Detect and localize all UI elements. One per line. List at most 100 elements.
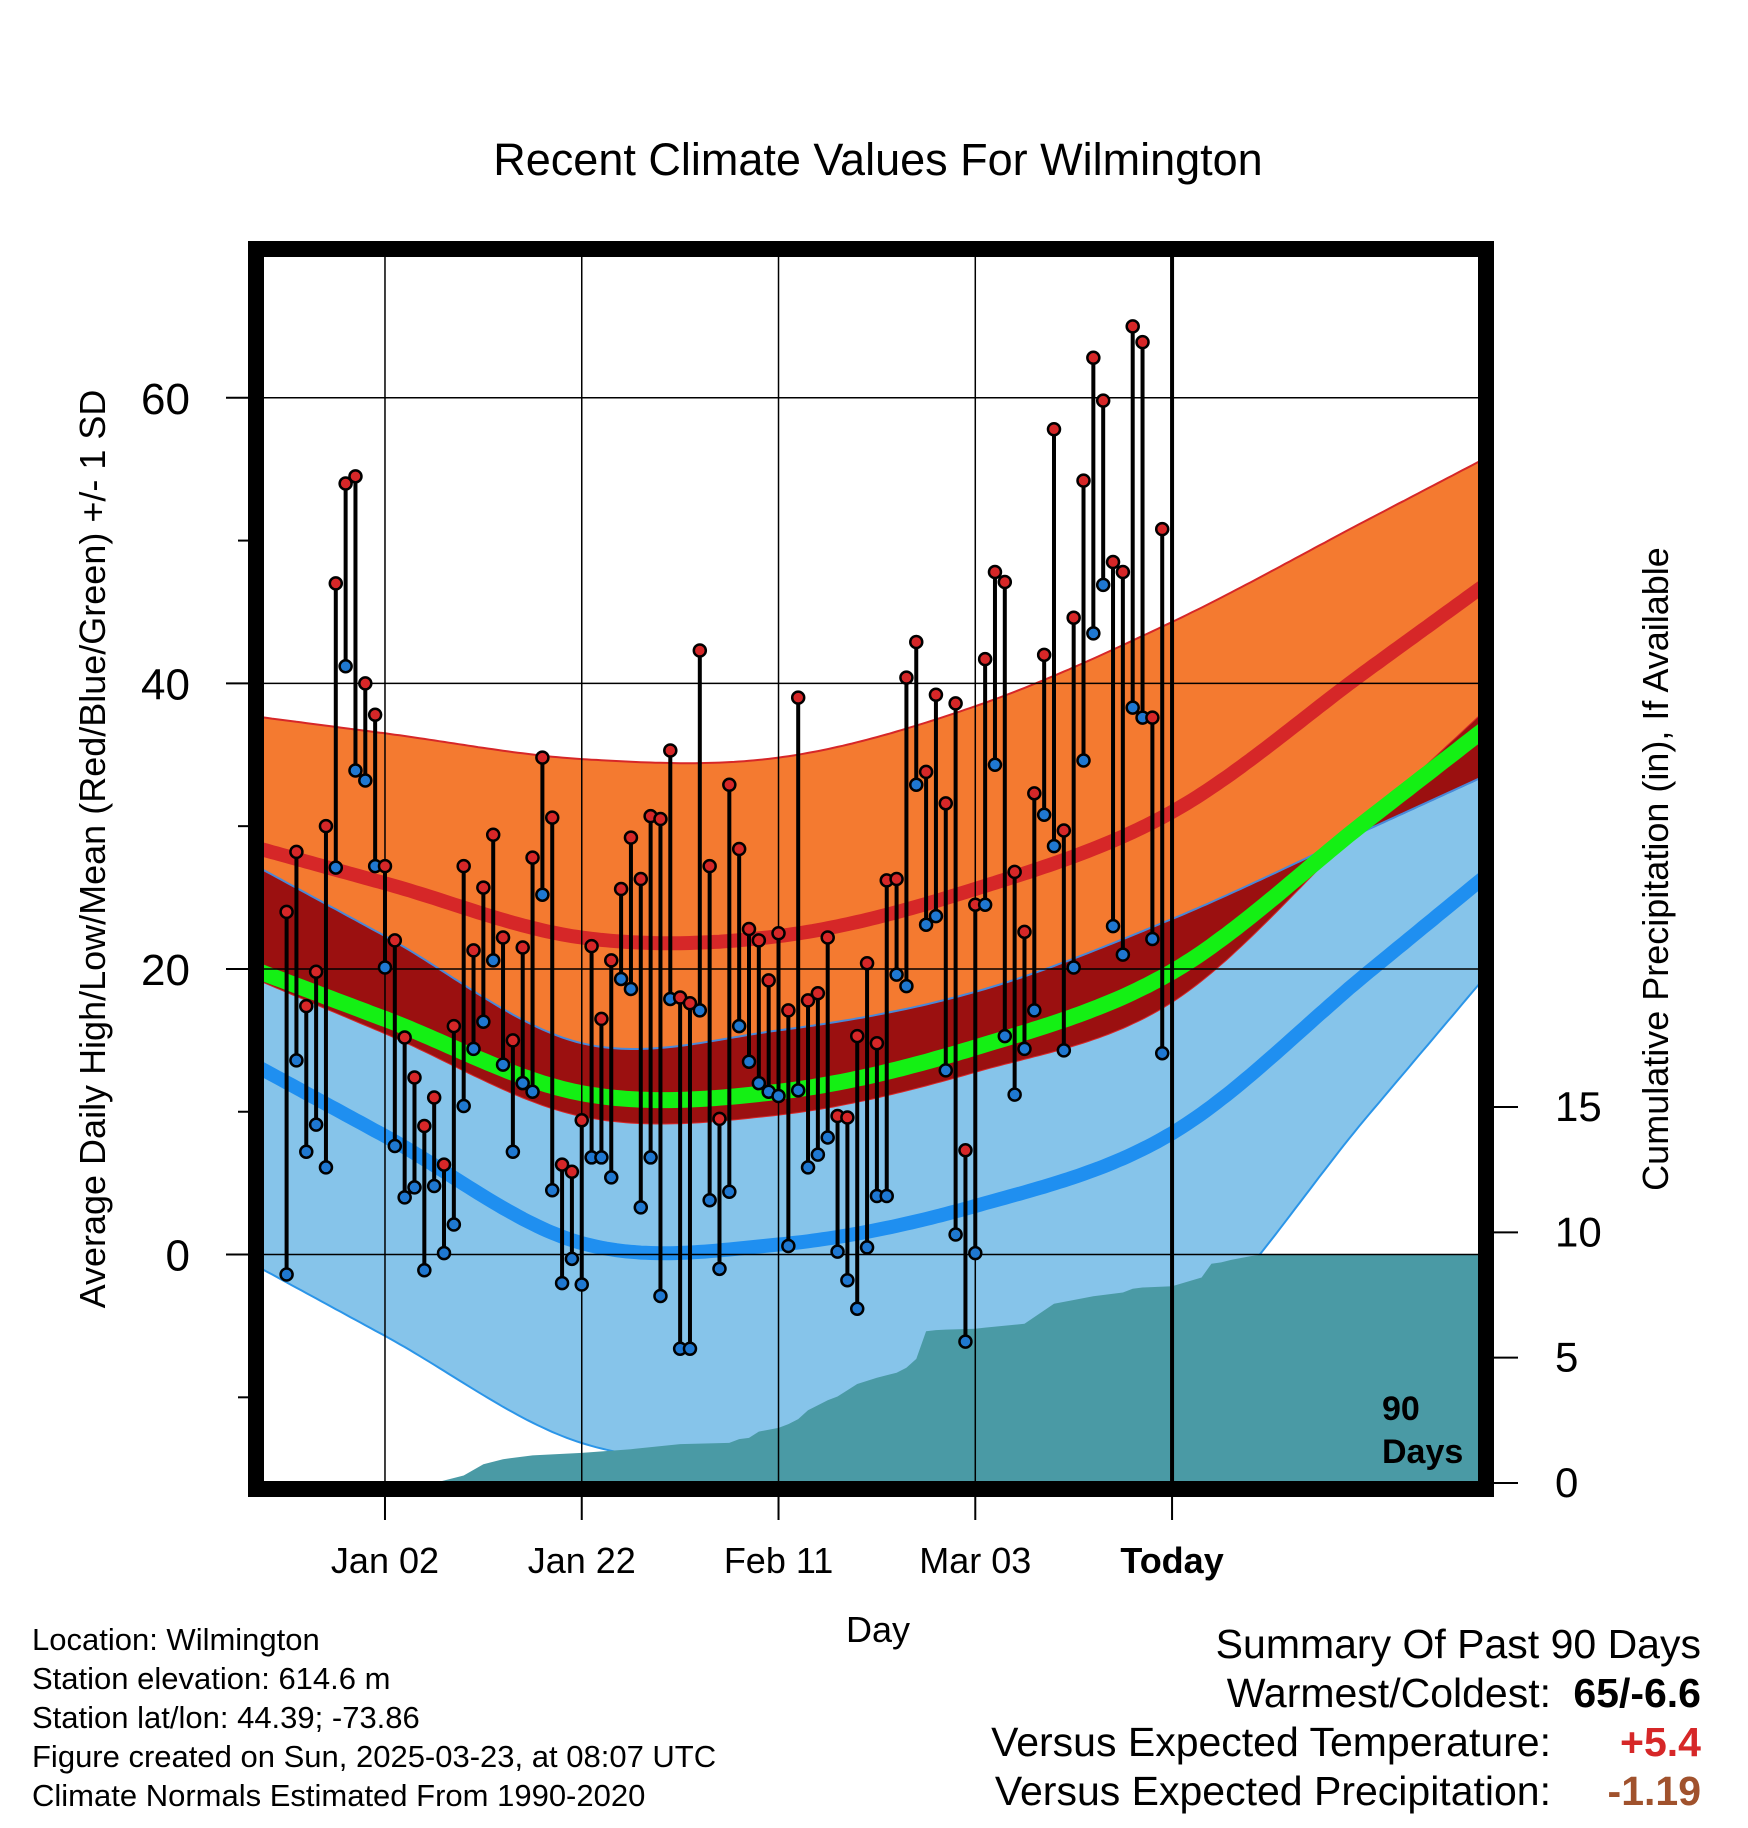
high-point (1095, 393, 1111, 408)
low-point (1076, 753, 1091, 768)
low-point (456, 1098, 471, 1114)
low-point (426, 1178, 442, 1194)
high-point (751, 933, 767, 948)
high-point (279, 904, 294, 920)
data-marks (279, 319, 1170, 1357)
chart-title: Recent Climate Values For Wilmington (493, 134, 1262, 185)
high-point (869, 1035, 885, 1051)
low-point (771, 1088, 786, 1104)
low-point (623, 981, 639, 997)
low-point (485, 953, 501, 968)
high-point (308, 964, 324, 980)
summary-row-temperature: Versus Expected Temperature: +5.4 (991, 1718, 1701, 1767)
low-point (279, 1267, 294, 1282)
low-point (407, 1180, 422, 1195)
high-point (1017, 924, 1032, 940)
low-point (1095, 577, 1111, 593)
y2-tick-label: 0 (1555, 1459, 1578, 1506)
high-point (781, 1003, 796, 1018)
low-point (594, 1150, 609, 1165)
low-point (328, 860, 344, 875)
high-point (771, 926, 786, 941)
low-point (849, 1301, 865, 1317)
normals-text: Climate Normals Estimated From 1990-2020 (32, 1778, 646, 1813)
high-point (387, 933, 403, 948)
high-point (348, 469, 363, 484)
low-point (899, 978, 914, 994)
x-tick-label: Mar 03 (919, 1540, 1031, 1581)
elevation-text: Station elevation: 614.6 m (32, 1661, 391, 1696)
low-mean-line (262, 871, 1480, 1261)
high-point (1066, 610, 1081, 625)
low-point (1154, 1045, 1170, 1061)
high-point (535, 750, 550, 765)
summary-heading: Summary Of Past 90 Days (1215, 1621, 1701, 1667)
high-point (623, 830, 639, 845)
high-point (1125, 319, 1140, 334)
low-point (525, 1084, 540, 1100)
high-point (417, 1118, 432, 1134)
low-point (338, 658, 353, 674)
y-tick-label: 40 (141, 660, 190, 709)
high-point (289, 844, 304, 860)
high-point (682, 995, 698, 1011)
low-point (810, 1147, 826, 1162)
low-point (1027, 1003, 1042, 1018)
high-point (584, 938, 599, 954)
low-point (1086, 626, 1101, 641)
summary-label: Versus Expected Temperature: (991, 1719, 1551, 1765)
high-point (554, 1157, 570, 1172)
high-point (485, 827, 501, 842)
low-point (938, 1063, 954, 1078)
summary-row-warmest: Warmest/Coldest: 65/-6.6 (991, 1669, 1701, 1718)
high-point (702, 858, 717, 874)
low-point (840, 1272, 855, 1288)
low-point (781, 1238, 796, 1254)
low-point (653, 1288, 668, 1304)
high-point (663, 743, 678, 758)
low-point (909, 777, 924, 793)
high-point (1056, 823, 1072, 838)
low-point (702, 1193, 717, 1208)
latlon-text: Station lat/lon: 44.39; -73.86 (32, 1700, 420, 1735)
high-point (466, 943, 481, 958)
created-text: Figure created on Sun, 2025-03-23, at 08… (32, 1739, 717, 1774)
low-point (387, 1138, 403, 1154)
low-point (741, 1054, 757, 1070)
low-point (495, 1057, 511, 1072)
precip-area (385, 1254, 1480, 1483)
low-point (968, 1245, 983, 1261)
high-point (426, 1090, 442, 1105)
low-point (397, 1190, 412, 1205)
high-point (849, 1028, 865, 1044)
high-point (712, 1111, 727, 1127)
low-point (682, 1341, 698, 1357)
summary-label: Warmest/Coldest: (1226, 1670, 1551, 1716)
high-point (722, 777, 737, 793)
low-point (476, 1014, 491, 1030)
y-axis-label: Average Daily High/Low/Mean (Red/Blue/Gr… (72, 390, 113, 1309)
high-point (338, 476, 353, 491)
high-point (859, 955, 875, 971)
high-point (1086, 350, 1101, 366)
days-marker-label-bottom: Days (1382, 1433, 1463, 1471)
high-point (299, 998, 314, 1014)
summary-value: -1.19 (1607, 1768, 1701, 1814)
y2-tick-label: 15 (1555, 1083, 1602, 1130)
high-point (505, 1033, 521, 1048)
high-point (987, 564, 1003, 580)
y-tick-label: 20 (141, 946, 190, 995)
low-point (712, 1261, 727, 1277)
high-point (1046, 421, 1062, 437)
low-point (948, 1227, 963, 1242)
days-marker-label-top: 90 (1382, 1390, 1420, 1428)
high-point (653, 811, 668, 827)
high-point (1036, 647, 1052, 663)
high-point (564, 1164, 580, 1179)
high-point (918, 764, 934, 780)
x-tick-label: Today (1120, 1540, 1223, 1581)
summary-row-precipitation: Versus Expected Precipitation: -1.19 (991, 1767, 1701, 1816)
high-point (613, 881, 629, 897)
low-point (731, 1018, 747, 1034)
